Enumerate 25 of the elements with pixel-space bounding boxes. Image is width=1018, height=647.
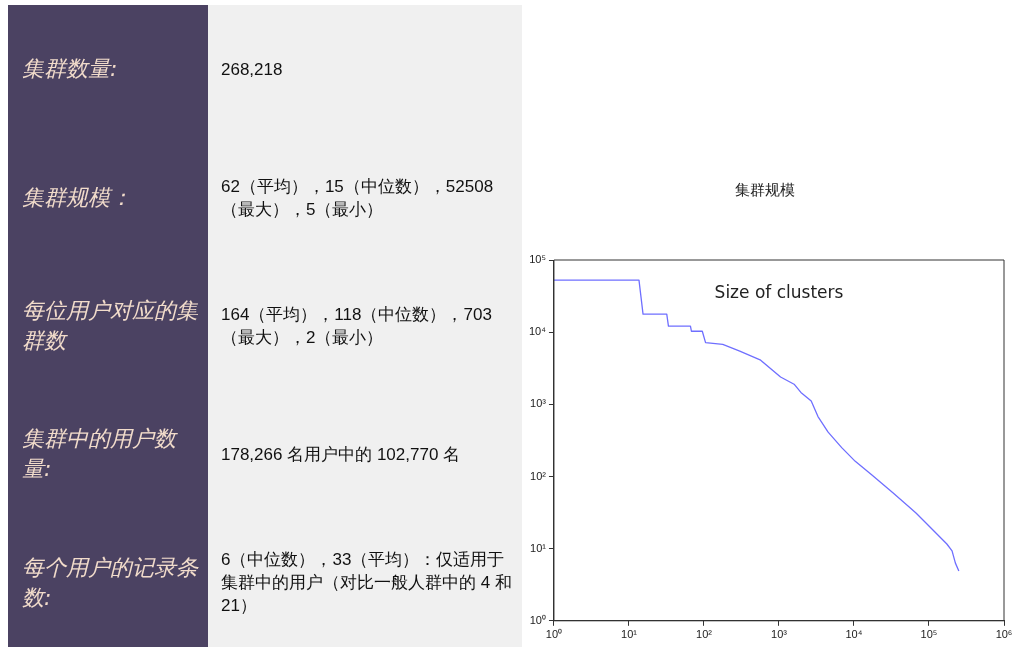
- x-tick-label: 10⁰: [545, 628, 563, 641]
- text: 集群中的用户数量:: [8, 390, 208, 519]
- x-tick-label: 10⁴: [845, 628, 863, 641]
- x-tick-label: 10⁵: [920, 628, 938, 641]
- x-tick-label: 10²: [696, 628, 713, 641]
- text: 164（平均），118（中位数），703（最大），2（最小）: [220, 304, 493, 349]
- text: 178,266 名用户中的 102,770 名: [220, 443, 462, 466]
- y-tick-label: 10⁵: [529, 253, 546, 266]
- text: 每位用户对应的集群数: [8, 261, 208, 391]
- text: 268,218: [220, 58, 284, 81]
- text: 62（平均），15（中位数），52508（最大），5（最小）: [220, 175, 495, 221]
- x-tick-label: 10⁶: [995, 628, 1013, 641]
- x-tick-label: 10³: [771, 628, 788, 641]
- y-tick-label: 10⁴: [528, 325, 547, 338]
- text: 集群数量:: [8, 5, 208, 134]
- x-tick-label: 10¹: [621, 628, 638, 641]
- chart-title: 集群规模: [735, 180, 795, 199]
- text: 集群规模：: [8, 133, 208, 262]
- y-tick-label: 10³: [530, 397, 547, 410]
- annotation: Size of clusters: [714, 282, 844, 303]
- y-tick-label: 10²: [530, 469, 547, 482]
- text: 每个用户的记录条数:: [8, 518, 208, 647]
- y-tick-label: 10⁰: [529, 613, 546, 626]
- y-tick-label: 10¹: [530, 541, 547, 554]
- text: 6（中位数），33（平均）：仅适用于集群中的用户（对比一般人群中的 4 和 21）: [220, 549, 513, 618]
